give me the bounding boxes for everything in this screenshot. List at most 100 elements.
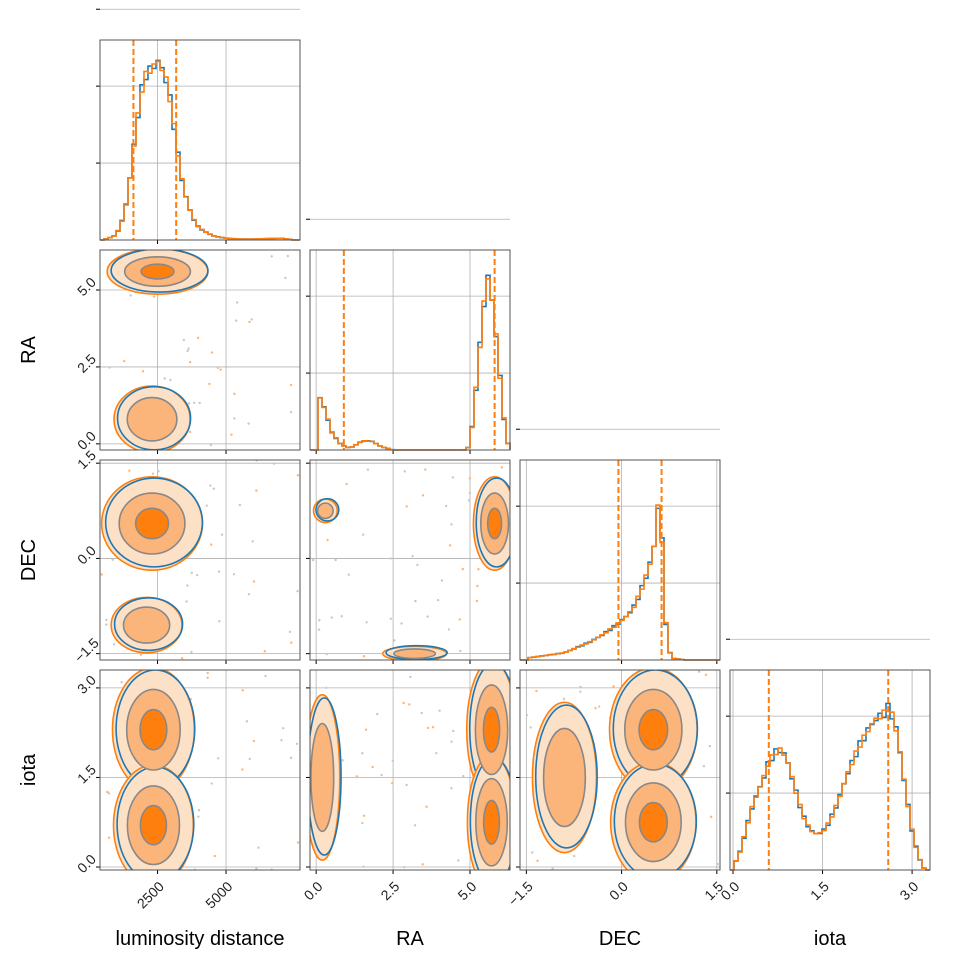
sample-point	[476, 584, 479, 588]
x-tick-label: 5000	[202, 878, 235, 911]
y-tick-label: 2.5	[74, 351, 99, 376]
sample-point	[376, 712, 379, 716]
sample-point	[281, 727, 285, 730]
sample-point	[270, 255, 273, 258]
sample-point	[233, 417, 236, 420]
y-tick-label: 0.0	[74, 851, 99, 876]
sample-point	[190, 650, 193, 654]
contour-level-3	[139, 804, 168, 846]
sample-point	[391, 759, 395, 762]
sample-point	[129, 294, 132, 297]
sample-point	[251, 540, 254, 543]
contour-level-3	[482, 706, 501, 753]
sample-point	[295, 742, 299, 745]
sample-point	[420, 711, 423, 715]
sample-point	[190, 571, 193, 575]
sample-point	[205, 504, 208, 507]
sample-point	[197, 815, 200, 818]
sample-point	[317, 628, 321, 631]
sample-point	[255, 867, 258, 870]
sample-point	[152, 295, 156, 298]
sample-point	[380, 773, 383, 777]
sample-point	[206, 676, 209, 679]
sample-point	[245, 720, 249, 723]
sample-point	[551, 867, 554, 870]
sample-point	[500, 466, 504, 469]
sample-point	[459, 649, 462, 653]
sample-point	[426, 615, 429, 618]
panel-frame	[729, 669, 931, 871]
x-axis-label-ra: RA	[396, 928, 424, 950]
contour-level-3	[638, 708, 669, 751]
sample-point	[462, 774, 465, 778]
sample-point	[290, 641, 293, 644]
sample-point	[230, 433, 233, 436]
contour-series-a	[310, 697, 342, 856]
sample-point	[431, 726, 435, 729]
joint-ra-vs-iota	[306, 669, 511, 874]
sample-point	[402, 701, 405, 705]
contour-level-2	[316, 502, 334, 520]
sample-point	[362, 865, 365, 868]
sample-point	[216, 366, 220, 370]
sample-point	[234, 319, 238, 322]
sample-point	[698, 670, 701, 673]
sample-point	[289, 410, 293, 414]
sample-point	[405, 505, 408, 508]
panel-frame	[309, 669, 511, 871]
contour-group	[106, 670, 300, 870]
contour-group	[106, 250, 293, 450]
contour-series-a	[534, 704, 598, 849]
marginal-ra	[306, 218, 511, 454]
sample-point	[163, 377, 166, 380]
panels-layer	[96, 8, 931, 874]
y-axis-label-dec: DEC	[18, 539, 40, 581]
sample-point	[702, 764, 706, 768]
sample-point	[340, 615, 343, 618]
sample-point	[364, 728, 368, 731]
sample-point	[361, 752, 364, 755]
sample-point	[157, 470, 160, 473]
sample-point	[413, 824, 417, 827]
sample-point	[238, 503, 242, 507]
sample-point	[579, 685, 582, 689]
sample-point	[461, 567, 465, 571]
sample-point	[206, 671, 209, 675]
panel-frame	[519, 459, 721, 661]
sample-point	[421, 494, 425, 497]
sample-point	[185, 600, 188, 603]
sample-point	[347, 573, 351, 576]
contour-group	[310, 670, 510, 870]
sample-point	[220, 533, 224, 536]
panel-frame	[99, 459, 301, 661]
sample-point	[594, 706, 597, 710]
y-axis-label-ra: RA	[18, 335, 40, 363]
sample-point	[120, 680, 123, 684]
sample-point	[263, 650, 267, 653]
sample-point	[111, 558, 114, 561]
x-tick-label: 2500	[134, 878, 167, 911]
sample-point	[389, 617, 393, 620]
histogram-series-a	[310, 274, 511, 451]
contour-level-3	[140, 263, 175, 280]
sample-point	[531, 851, 534, 854]
sample-point	[248, 757, 251, 761]
sample-point	[141, 370, 145, 373]
sample-point	[122, 359, 126, 363]
sample-point	[296, 474, 300, 477]
sample-point	[311, 558, 315, 562]
histogram-series-b	[100, 60, 300, 241]
sample-point	[414, 599, 417, 603]
joint-ra-vs-dec	[306, 459, 511, 664]
sample-point	[247, 422, 250, 425]
sample-point	[355, 775, 358, 778]
sample-point	[252, 580, 256, 583]
sample-point	[709, 815, 713, 819]
y-tick-label: 1.5	[74, 761, 99, 786]
sample-point	[325, 652, 329, 656]
sample-point	[345, 482, 348, 486]
sample-point	[210, 351, 214, 354]
sample-point	[444, 504, 448, 508]
sample-point	[112, 643, 116, 646]
contour-level-2	[126, 396, 178, 442]
